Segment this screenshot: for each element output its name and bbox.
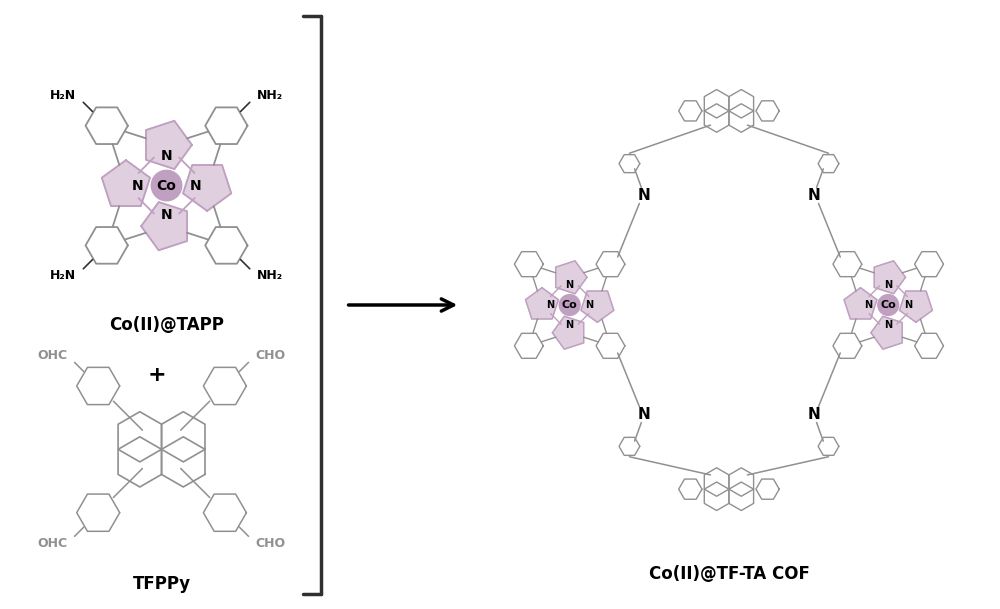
Text: NH₂: NH₂ [257, 269, 283, 283]
Text: N: N [566, 320, 574, 330]
Text: N: N [546, 300, 554, 310]
Text: Co(II)@TF-TA COF: Co(II)@TF-TA COF [649, 565, 809, 583]
Polygon shape [102, 160, 150, 206]
Text: H₂N: H₂N [50, 269, 76, 283]
Text: Co: Co [562, 300, 578, 310]
Polygon shape [844, 287, 877, 319]
Polygon shape [525, 287, 558, 319]
Polygon shape [141, 202, 187, 250]
Polygon shape [552, 316, 584, 349]
Text: TFPPy: TFPPy [132, 575, 191, 593]
Polygon shape [581, 291, 614, 322]
Text: N: N [864, 300, 872, 310]
Polygon shape [146, 121, 192, 169]
Circle shape [878, 295, 899, 315]
Circle shape [151, 171, 182, 201]
Text: +: + [147, 365, 166, 385]
Text: N: N [161, 149, 172, 163]
Text: N: N [884, 320, 892, 330]
Polygon shape [874, 261, 906, 294]
Text: OHC: OHC [37, 349, 68, 362]
Text: N: N [566, 280, 574, 290]
Text: CHO: CHO [256, 537, 286, 550]
Text: Co(II)@TAPP: Co(II)@TAPP [109, 316, 224, 334]
Text: N: N [131, 178, 143, 192]
Polygon shape [871, 316, 902, 349]
Text: N: N [638, 188, 651, 203]
Text: N: N [638, 407, 651, 422]
Text: OHC: OHC [37, 537, 68, 550]
Text: Co: Co [157, 178, 176, 192]
Polygon shape [899, 291, 932, 322]
Text: N: N [190, 178, 202, 192]
Text: N: N [904, 300, 912, 310]
Text: NH₂: NH₂ [257, 89, 283, 102]
Polygon shape [556, 261, 587, 294]
Text: N: N [884, 280, 892, 290]
Text: N: N [807, 188, 820, 203]
Text: CHO: CHO [256, 349, 286, 362]
Text: H₂N: H₂N [50, 89, 76, 102]
Text: N: N [807, 407, 820, 422]
Circle shape [559, 295, 580, 315]
Text: N: N [586, 300, 594, 310]
Text: Co: Co [880, 300, 896, 310]
Polygon shape [183, 165, 231, 211]
Text: N: N [161, 208, 172, 222]
